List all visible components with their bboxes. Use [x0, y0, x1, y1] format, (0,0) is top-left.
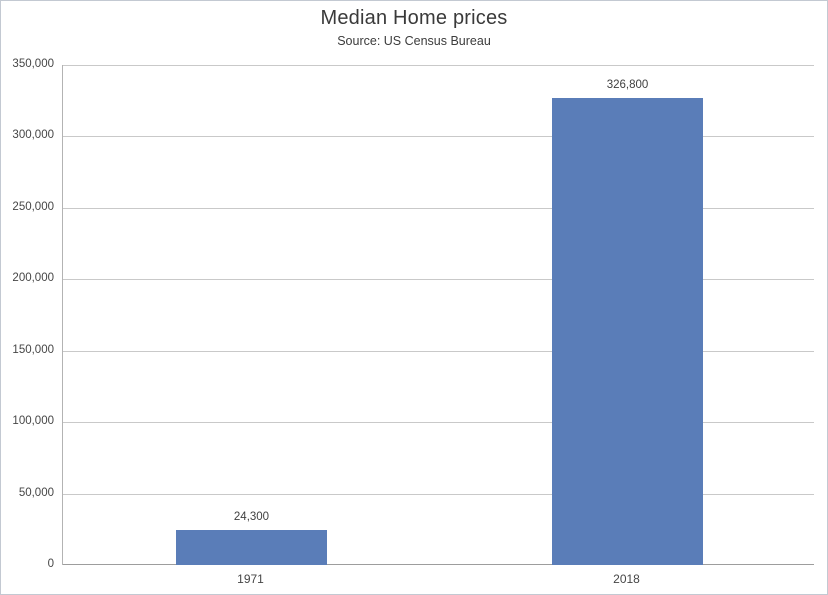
plot-area: 24,300 326,800	[62, 65, 814, 565]
gridline	[63, 136, 814, 137]
gridline	[63, 422, 814, 423]
gridline	[63, 351, 814, 352]
gridline	[63, 65, 814, 66]
y-tick-label: 150,000	[12, 344, 54, 356]
bar-2018	[552, 98, 703, 565]
gridline	[63, 208, 814, 209]
y-tick-label: 350,000	[12, 58, 54, 70]
y-tick-label: 0	[47, 558, 54, 570]
y-tick-label: 50,000	[18, 487, 54, 499]
category-label: 1971	[237, 572, 264, 586]
chart-subtitle: Source: US Census Bureau	[337, 34, 491, 48]
chart-title: Median Home prices	[320, 7, 508, 29]
bar-value-label: 326,800	[606, 79, 649, 91]
y-tick-label: 200,000	[12, 272, 54, 284]
y-tick-label: 300,000	[12, 129, 54, 141]
gridline	[63, 494, 814, 495]
bar-value-label: 24,300	[233, 511, 270, 523]
gridline	[63, 279, 814, 280]
y-tick-label: 250,000	[12, 201, 54, 213]
x-axis-line	[63, 564, 814, 565]
bar-1971	[176, 530, 327, 565]
y-tick-label: 100,000	[12, 415, 54, 427]
category-label: 2018	[613, 572, 640, 586]
